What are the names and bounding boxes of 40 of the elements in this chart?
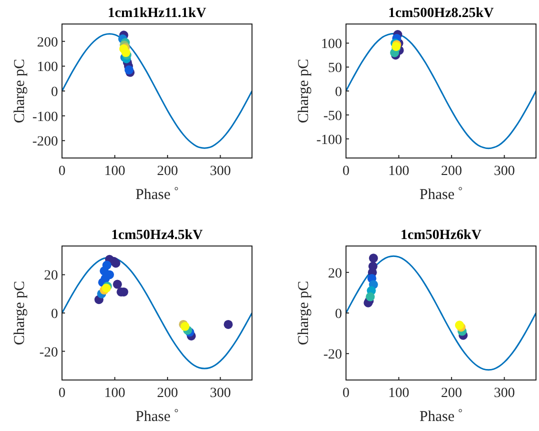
y-tick-label: 0 bbox=[335, 85, 342, 100]
x-tick-label: 200 bbox=[157, 164, 178, 179]
chart-title: 1cm1kHz11.1kV bbox=[108, 6, 206, 21]
x-tick-label: 300 bbox=[494, 164, 515, 179]
x-axis-title: Phase $^{°}$ bbox=[136, 186, 178, 203]
y-tick-label: 20 bbox=[328, 266, 342, 282]
x-axis-title: Phase $^{°}$ bbox=[420, 186, 462, 203]
y-tick-label: 200 bbox=[37, 35, 58, 50]
chart-title: 1cm50Hz4.5kV bbox=[111, 228, 203, 243]
y-tick-label: 0 bbox=[335, 307, 342, 322]
y-tick-label: 50 bbox=[328, 61, 342, 76]
x-tick-label: 300 bbox=[210, 164, 231, 179]
y-tick-label: -20 bbox=[39, 345, 58, 360]
y-tick-label: 0 bbox=[51, 307, 58, 322]
y-axis-title: Charge pC bbox=[296, 280, 312, 346]
x-axis-title: Phase $^{°}$ bbox=[136, 408, 178, 425]
x-tick-label: 300 bbox=[210, 386, 231, 401]
x-tick-label: 200 bbox=[441, 164, 462, 179]
x-tick-label: 200 bbox=[157, 386, 178, 401]
y-tick-label: 20 bbox=[44, 268, 58, 284]
y-tick-label: -100 bbox=[316, 132, 342, 148]
x-tick-label: 200 bbox=[441, 386, 462, 401]
y-axis-title: Charge pC bbox=[296, 58, 312, 124]
x-tick-label: 100 bbox=[388, 164, 410, 179]
chart-title: 1cm50Hz6kV bbox=[400, 228, 482, 243]
y-tick-label: -100 bbox=[32, 110, 58, 125]
y-axis-title: Charge pC bbox=[12, 280, 28, 346]
y-axis-title: Charge pC bbox=[12, 58, 28, 124]
x-tick-label: 100 bbox=[388, 386, 410, 401]
y-tick-label: -200 bbox=[32, 134, 58, 150]
y-tick-label: 0 bbox=[51, 85, 58, 100]
y-tick-label: -50 bbox=[323, 108, 342, 124]
x-tick-label: 100 bbox=[104, 164, 126, 179]
chart-title: 1cm500Hz8.25kV bbox=[388, 6, 494, 21]
x-tick-label: 300 bbox=[494, 386, 515, 401]
y-tick-label: -20 bbox=[323, 348, 342, 363]
x-tick-label: 100 bbox=[104, 386, 126, 401]
y-tick-label: 100 bbox=[37, 60, 58, 76]
y-tick-label: 100 bbox=[321, 37, 342, 52]
x-axis-title: Phase $^{°}$ bbox=[420, 408, 462, 425]
